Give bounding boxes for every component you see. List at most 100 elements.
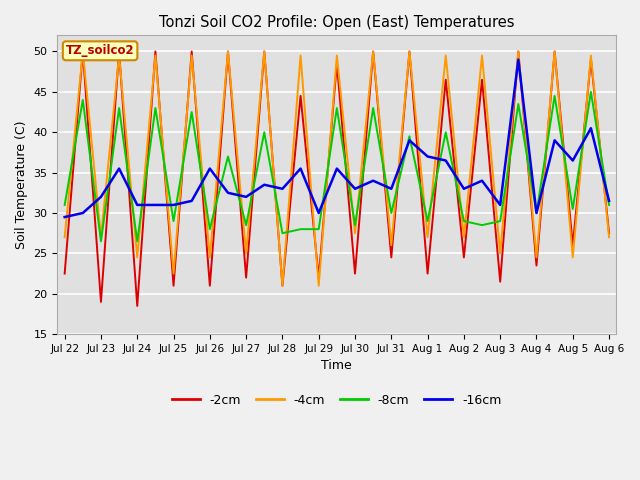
-4cm (278, 283, 286, 288)
-4cm (170, 271, 177, 276)
-2cm (297, 93, 305, 99)
-16cm (532, 210, 540, 216)
-2cm (460, 254, 468, 260)
-8cm (97, 239, 105, 244)
-16cm (152, 202, 159, 208)
-16cm (424, 154, 431, 159)
-2cm (406, 48, 413, 54)
-8cm (170, 218, 177, 224)
-16cm (278, 186, 286, 192)
-16cm (79, 210, 86, 216)
-4cm (188, 53, 196, 59)
-2cm (424, 271, 431, 276)
-16cm (478, 178, 486, 183)
-2cm (532, 263, 540, 268)
Y-axis label: Soil Temperature (C): Soil Temperature (C) (15, 120, 28, 249)
-16cm (587, 125, 595, 131)
-2cm (79, 48, 86, 54)
-2cm (605, 230, 613, 236)
-4cm (424, 234, 431, 240)
-4cm (515, 48, 522, 54)
-4cm (351, 230, 359, 236)
-16cm (442, 157, 449, 163)
-8cm (79, 97, 86, 103)
-8cm (152, 105, 159, 111)
-16cm (115, 166, 123, 171)
Line: -8cm: -8cm (65, 92, 609, 241)
-2cm (333, 61, 340, 67)
-8cm (260, 130, 268, 135)
-8cm (369, 105, 377, 111)
X-axis label: Time: Time (321, 360, 352, 372)
-16cm (243, 194, 250, 200)
-2cm (442, 77, 449, 83)
Title: Tonzi Soil CO2 Profile: Open (East) Temperatures: Tonzi Soil CO2 Profile: Open (East) Temp… (159, 15, 515, 30)
-2cm (188, 48, 196, 54)
-2cm (206, 283, 214, 288)
-8cm (587, 89, 595, 95)
-8cm (442, 130, 449, 135)
-16cm (406, 137, 413, 143)
Text: TZ_soilco2: TZ_soilco2 (66, 44, 134, 57)
-4cm (369, 48, 377, 54)
-16cm (206, 166, 214, 171)
-16cm (369, 178, 377, 183)
-2cm (478, 77, 486, 83)
-8cm (532, 210, 540, 216)
-2cm (133, 303, 141, 309)
-16cm (133, 202, 141, 208)
-4cm (152, 53, 159, 59)
-8cm (569, 206, 577, 212)
-16cm (569, 157, 577, 163)
-4cm (406, 48, 413, 54)
-8cm (188, 109, 196, 115)
-2cm (515, 48, 522, 54)
Line: -4cm: -4cm (65, 51, 609, 286)
-8cm (333, 105, 340, 111)
-2cm (97, 299, 105, 305)
-2cm (61, 271, 68, 276)
-16cm (515, 57, 522, 62)
Line: -2cm: -2cm (65, 51, 609, 306)
-16cm (351, 186, 359, 192)
-8cm (315, 226, 323, 232)
-8cm (478, 222, 486, 228)
-16cm (224, 190, 232, 196)
-4cm (315, 283, 323, 288)
-4cm (497, 251, 504, 256)
-2cm (315, 275, 323, 280)
-2cm (243, 275, 250, 280)
-4cm (224, 48, 232, 54)
-2cm (224, 48, 232, 54)
-8cm (424, 218, 431, 224)
-4cm (79, 48, 86, 54)
-2cm (152, 48, 159, 54)
-16cm (333, 166, 340, 171)
-8cm (551, 93, 559, 99)
-4cm (61, 234, 68, 240)
-4cm (569, 254, 577, 260)
-8cm (351, 222, 359, 228)
Legend: -2cm, -4cm, -8cm, -16cm: -2cm, -4cm, -8cm, -16cm (167, 389, 506, 411)
-2cm (387, 254, 395, 260)
-16cm (260, 182, 268, 188)
-2cm (569, 242, 577, 248)
-8cm (243, 222, 250, 228)
-16cm (97, 194, 105, 200)
-8cm (605, 202, 613, 208)
-4cm (333, 53, 340, 59)
-16cm (605, 198, 613, 204)
-2cm (369, 48, 377, 54)
-16cm (497, 202, 504, 208)
-4cm (587, 53, 595, 59)
-4cm (478, 53, 486, 59)
-16cm (297, 166, 305, 171)
-4cm (297, 53, 305, 59)
-8cm (206, 226, 214, 232)
-2cm (170, 283, 177, 288)
-8cm (224, 154, 232, 159)
-4cm (460, 234, 468, 240)
-4cm (206, 254, 214, 260)
-16cm (551, 137, 559, 143)
-16cm (188, 198, 196, 204)
